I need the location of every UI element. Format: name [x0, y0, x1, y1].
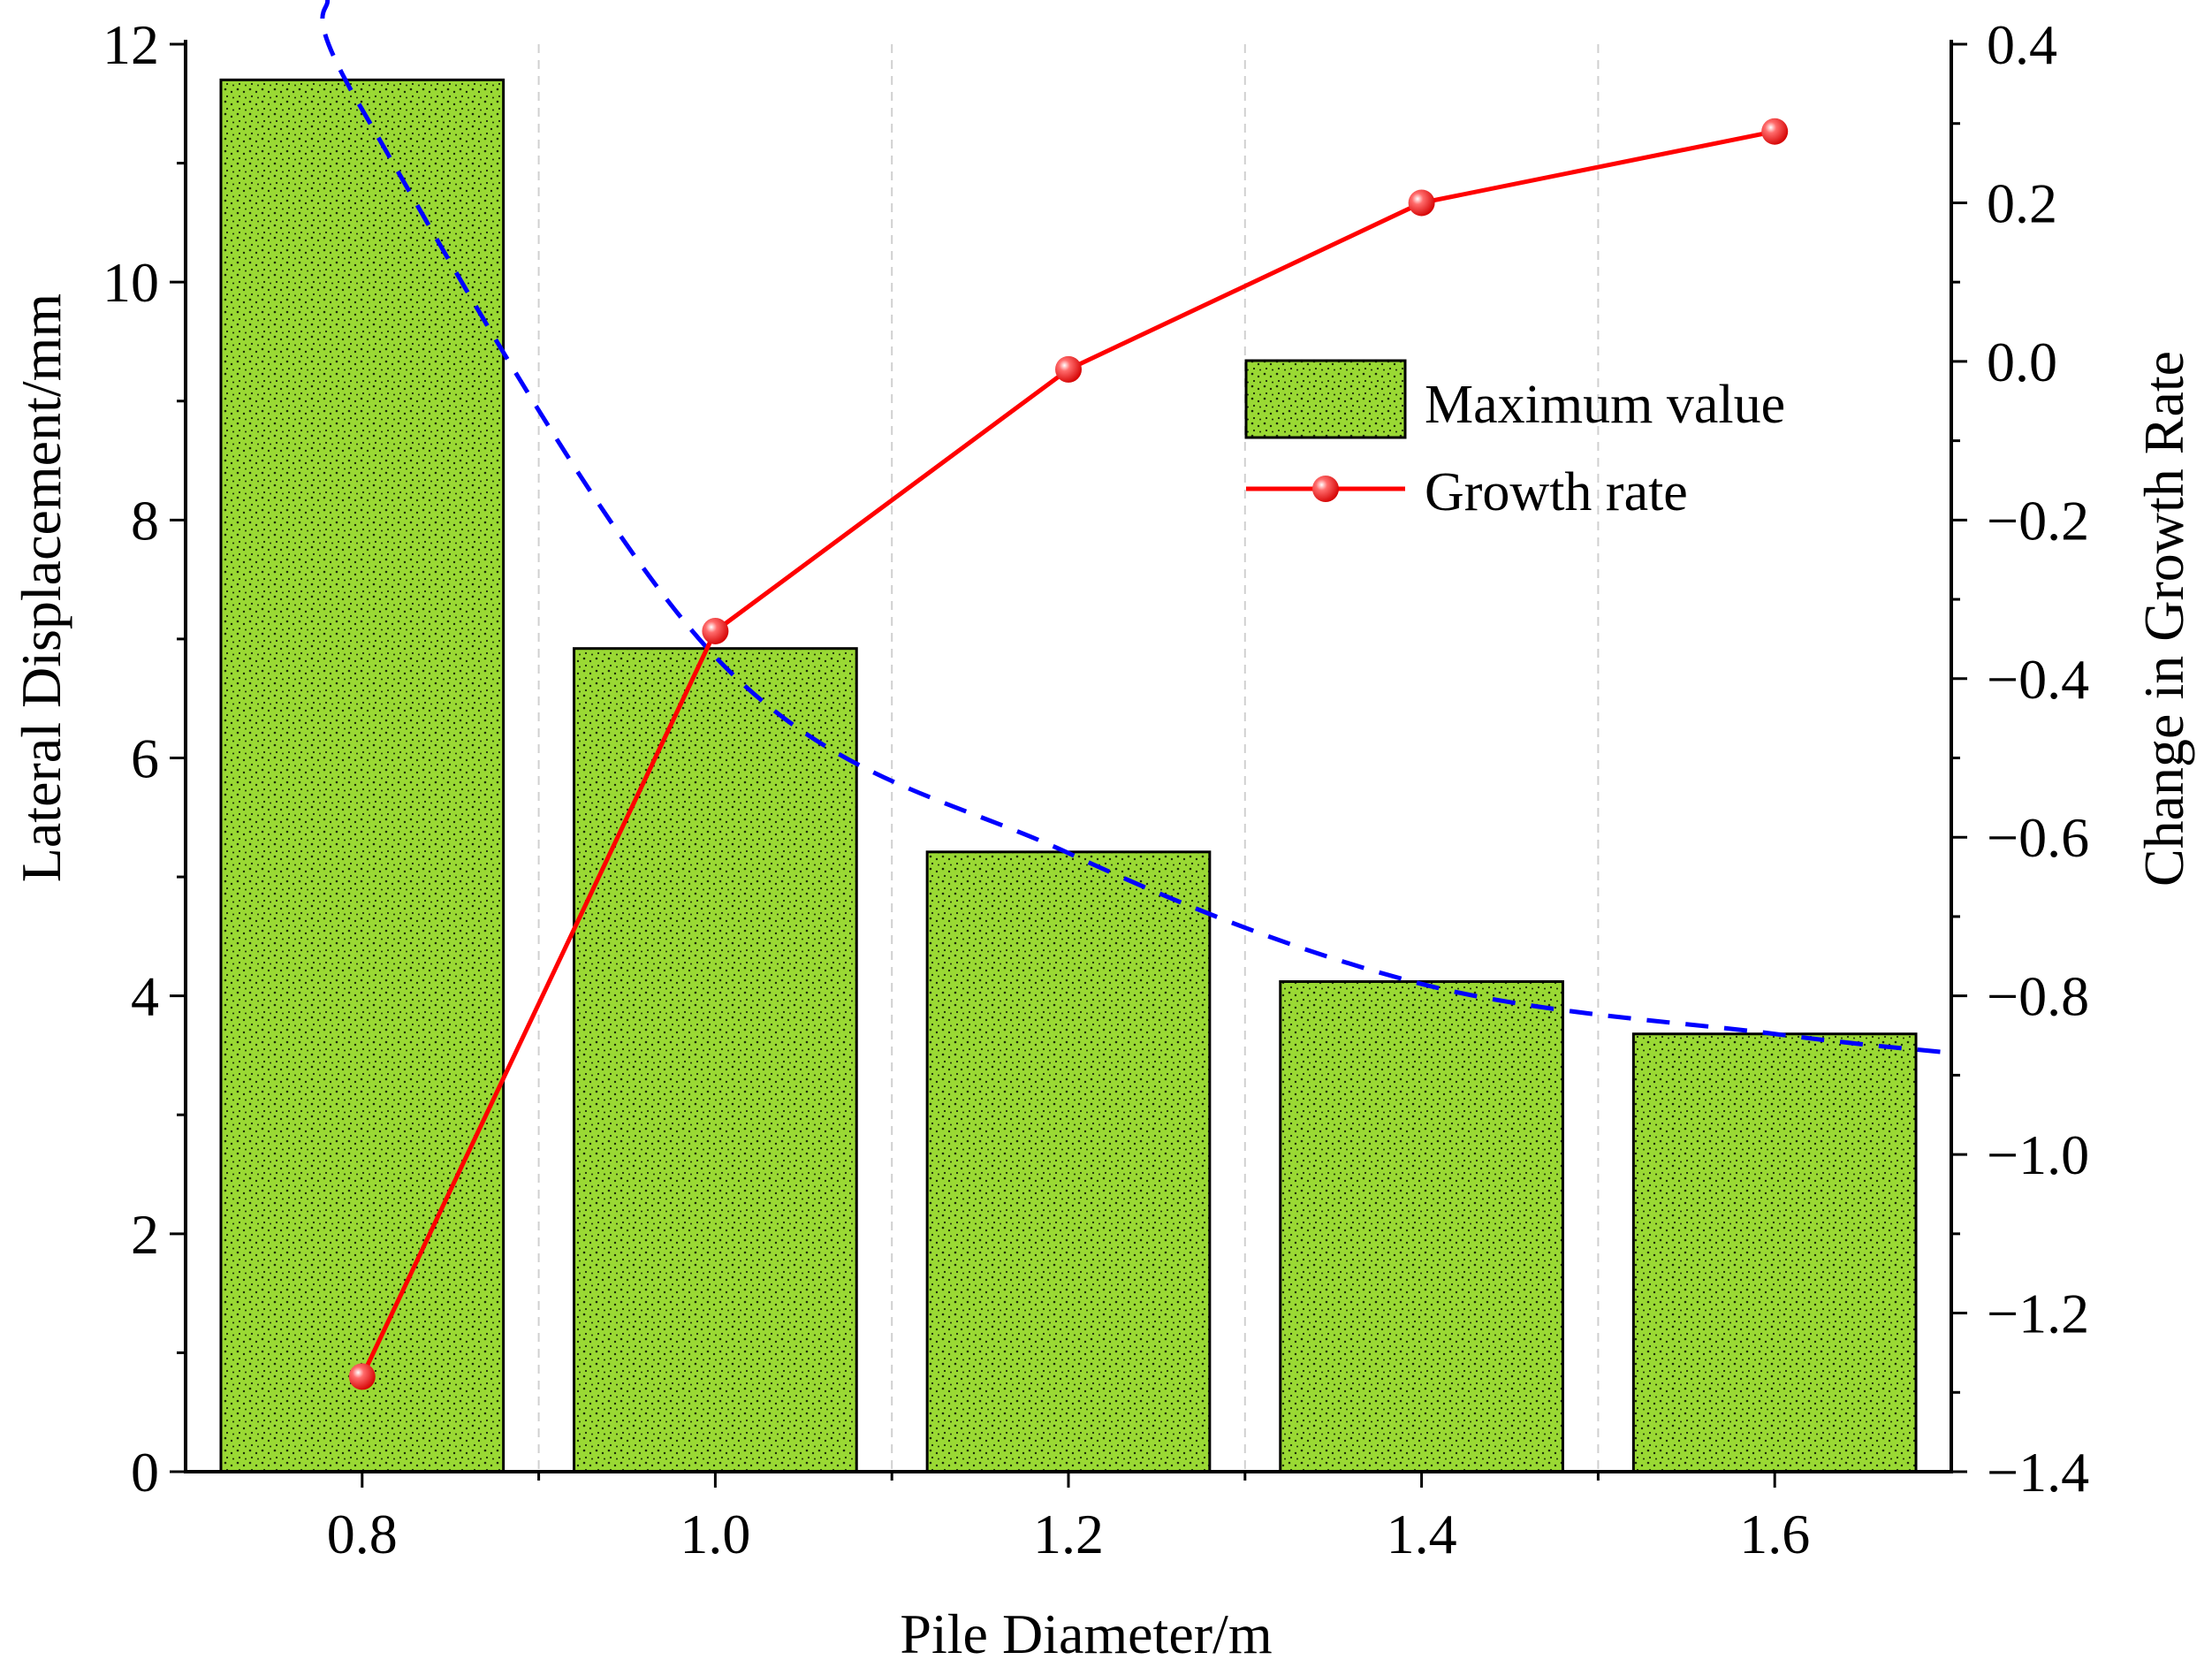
- y2-tick-label: −1.4: [1987, 1441, 2089, 1504]
- x-tick-label: 1.2: [1033, 1503, 1104, 1565]
- growth-rate-series: [348, 118, 1789, 1390]
- y-tick-label: 8: [131, 489, 159, 552]
- y2-tick-label: −1.2: [1987, 1283, 2089, 1345]
- bar: [219, 78, 505, 1473]
- axis-ticks: 0 2 4 6 8 10 12 −1.4 −1.2 −1.0 −0.8 −0.6 −0.4 −0.2 0.0…: [103, 13, 2089, 1565]
- y2-tick-label: 0.4: [1987, 13, 2057, 76]
- y-tick-label: 6: [131, 727, 159, 790]
- legend-label-maximum-value: Maximum value: [1425, 375, 1785, 435]
- y-tick-label: 0: [131, 1441, 159, 1504]
- bar: [1279, 980, 1564, 1473]
- y2-tick-label: 0.2: [1987, 171, 2057, 234]
- bar: [925, 850, 1212, 1473]
- y2-tick-label: 0.0: [1987, 331, 2057, 393]
- growth-rate-point: [702, 617, 729, 644]
- y2-tick-label: −0.6: [1987, 806, 2089, 869]
- x-axis-title: Pile Diameter/m: [900, 1603, 1272, 1665]
- legend-bar-swatch: [1244, 359, 1407, 439]
- y2-axis-title: Change in Growth Rate: [2132, 351, 2195, 887]
- bar: [573, 647, 858, 1473]
- y-tick-label: 4: [131, 965, 159, 1028]
- x-tick-label: 1.4: [1387, 1503, 1457, 1565]
- x-tick-label: 0.8: [327, 1503, 398, 1565]
- growth-rate-point: [1761, 118, 1789, 145]
- bar-series: [219, 78, 1918, 1473]
- growth-rate-point: [1408, 189, 1435, 217]
- y2-tick-label: −1.0: [1987, 1123, 2089, 1186]
- growth-rate-point: [1055, 355, 1082, 383]
- y-tick-label: 10: [103, 251, 159, 314]
- y-axis-title: Lateral Displacement/mm: [10, 293, 72, 882]
- legend-label-growth-rate: Growth rate: [1425, 462, 1688, 522]
- x-tick-label: 1.6: [1739, 1503, 1810, 1565]
- x-tick-label: 1.0: [680, 1503, 750, 1565]
- trend-line: [320, 0, 1951, 1055]
- y2-tick-label: −0.4: [1987, 648, 2089, 711]
- growth-rate-point: [348, 1363, 376, 1390]
- legend: Maximum value Growth rate: [1244, 359, 1785, 522]
- bar: [1631, 1032, 1918, 1473]
- y2-tick-label: −0.2: [1987, 489, 2089, 552]
- y-tick-label: 2: [131, 1203, 159, 1266]
- y-tick-label: 12: [103, 13, 159, 76]
- legend-line-marker: [1312, 476, 1339, 502]
- y2-tick-label: −0.8: [1987, 965, 2089, 1028]
- trend-line-series: [320, 0, 1951, 1055]
